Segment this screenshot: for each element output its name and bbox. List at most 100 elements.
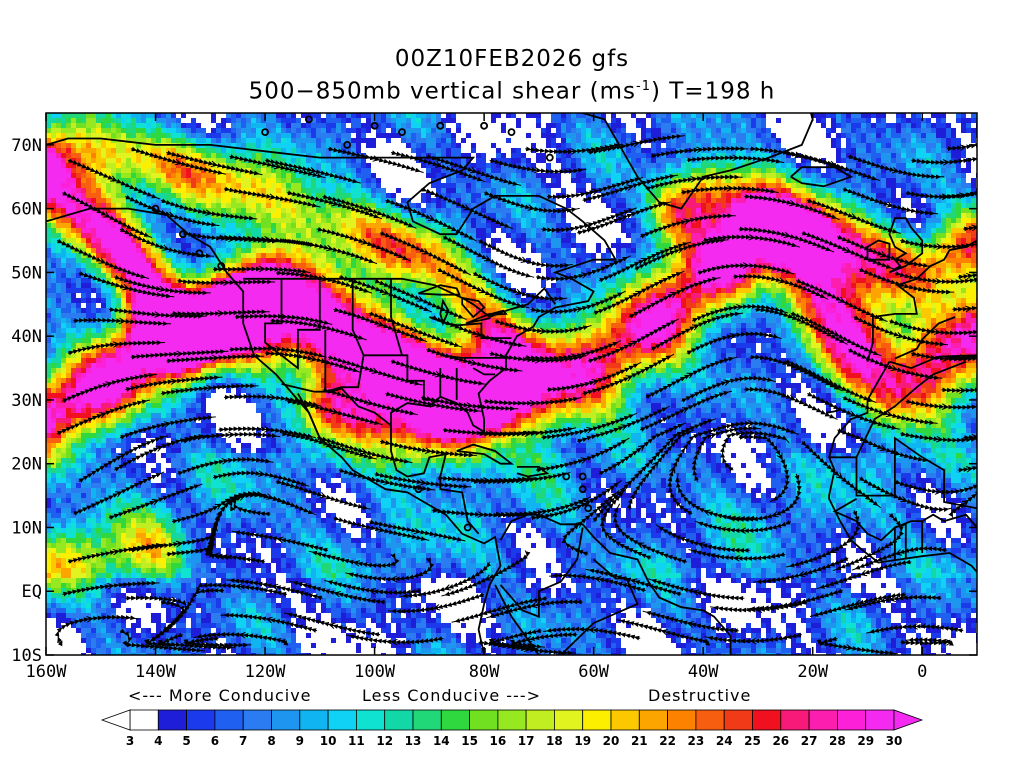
colorbar-label: 25 [744, 734, 761, 748]
streamline-arrow [105, 381, 113, 388]
island-outline [578, 472, 587, 481]
colorbar-label: 17 [518, 734, 535, 748]
colorbar-high-arrow [893, 709, 924, 731]
streamline [473, 472, 571, 485]
streamline-arrow [360, 238, 368, 245]
streamline-arrow [935, 277, 942, 285]
streamline [73, 317, 172, 326]
streamline-arrow [742, 262, 750, 269]
lat-tick-label: 50N [11, 263, 42, 283]
streamline [588, 134, 685, 155]
colorbar-swatch [780, 709, 810, 731]
streamline-arrow [170, 378, 178, 385]
island-outline [261, 128, 270, 137]
streamline-arrow [637, 542, 645, 549]
colorbar-label: 9 [296, 734, 304, 748]
streamline-arrow [470, 167, 477, 174]
streamline-arrow [276, 536, 284, 543]
lon-tick-label: 40W [688, 662, 719, 682]
streamline-arrow [310, 355, 317, 362]
streamline-arrow [692, 589, 700, 596]
streamline-arrow [103, 211, 111, 218]
streamline-arrow [941, 403, 949, 411]
colorbar-label: 19 [574, 734, 591, 748]
colorbar-label: 28 [829, 734, 846, 748]
colorbar-label: 18 [546, 734, 563, 748]
streamline [374, 471, 472, 489]
colorbar-label: 3 [126, 734, 134, 748]
streamline-arrow [520, 256, 528, 263]
lon-tick-label: 60W [578, 662, 609, 682]
streamline [420, 395, 519, 412]
streamline-arrow [690, 176, 698, 183]
streamline-arrow [518, 477, 526, 485]
streamline-arrow [733, 555, 741, 562]
streamline-arrow [681, 407, 689, 414]
colorbar-label: 10 [320, 734, 337, 748]
streamline-arrow [274, 345, 282, 353]
streamline-arrow [945, 639, 953, 646]
streamline-arrow [959, 387, 966, 394]
colorbar-swatch [837, 709, 867, 731]
streamline [801, 440, 882, 509]
lat-tick-label: 10S [11, 646, 42, 666]
streamline [177, 278, 276, 286]
streamline-arrow [271, 583, 279, 591]
streamline-arrow [154, 311, 162, 318]
colorbar-swatch [242, 709, 272, 731]
lon-tick-label: 140W [135, 662, 177, 682]
streamline [207, 508, 266, 565]
streamline-arrow [788, 199, 796, 207]
colorbar-label: 5 [182, 734, 190, 748]
streamline-arrow [419, 479, 427, 486]
streamline-arrow [934, 488, 942, 495]
streamline-arrow [696, 146, 704, 154]
streamline [231, 492, 291, 517]
streamline-arrow [845, 644, 853, 651]
streamline-arrow [875, 546, 883, 553]
streamline-arrow [911, 623, 918, 630]
colorbar-swatch [610, 709, 640, 731]
streamline-arrow [580, 272, 588, 279]
streamline-arrow [620, 215, 628, 222]
streamline [848, 154, 945, 180]
streamline-arrow [588, 626, 596, 634]
streamline [177, 457, 274, 476]
colorbar-swatch [638, 709, 668, 731]
streamline-arrow [749, 637, 757, 645]
streamline-arrow [726, 185, 734, 192]
streamline-arrow [971, 433, 977, 441]
streamline-arrow [268, 193, 276, 200]
streamline-arrow [263, 235, 271, 243]
streamline [114, 275, 211, 296]
streamline-arrow [959, 144, 967, 151]
chart-title: 00Z10FEB2026 gfs [0, 46, 1024, 72]
streamline [284, 612, 381, 637]
streamline [484, 396, 582, 406]
streamline [171, 309, 270, 317]
streamline-arrow [206, 384, 214, 392]
streamline-arrow [98, 257, 106, 264]
streamline [486, 599, 583, 619]
colorbar-swatch [271, 709, 301, 731]
lat-tick-label: 30N [11, 391, 42, 411]
streamline-arrow [778, 277, 786, 284]
streamline-arrow [319, 492, 327, 499]
lat-tick-label: 40N [11, 327, 42, 347]
streamline-arrow [958, 192, 966, 199]
map-frame [45, 112, 978, 656]
streamline-arrow [515, 288, 523, 296]
streamline [368, 519, 466, 542]
streamline [264, 158, 361, 184]
streamline-arrow [575, 306, 583, 313]
streamline-arrow [163, 421, 171, 428]
colorbar-label: 23 [688, 734, 705, 748]
streamline-arrow [791, 599, 799, 607]
lat-tick-label: 60N [11, 200, 42, 220]
streamline [577, 201, 672, 236]
streamline [345, 634, 444, 645]
streamline-arrow [570, 353, 578, 360]
streamline-arrow [434, 371, 442, 378]
streamline-arrow [213, 552, 221, 559]
